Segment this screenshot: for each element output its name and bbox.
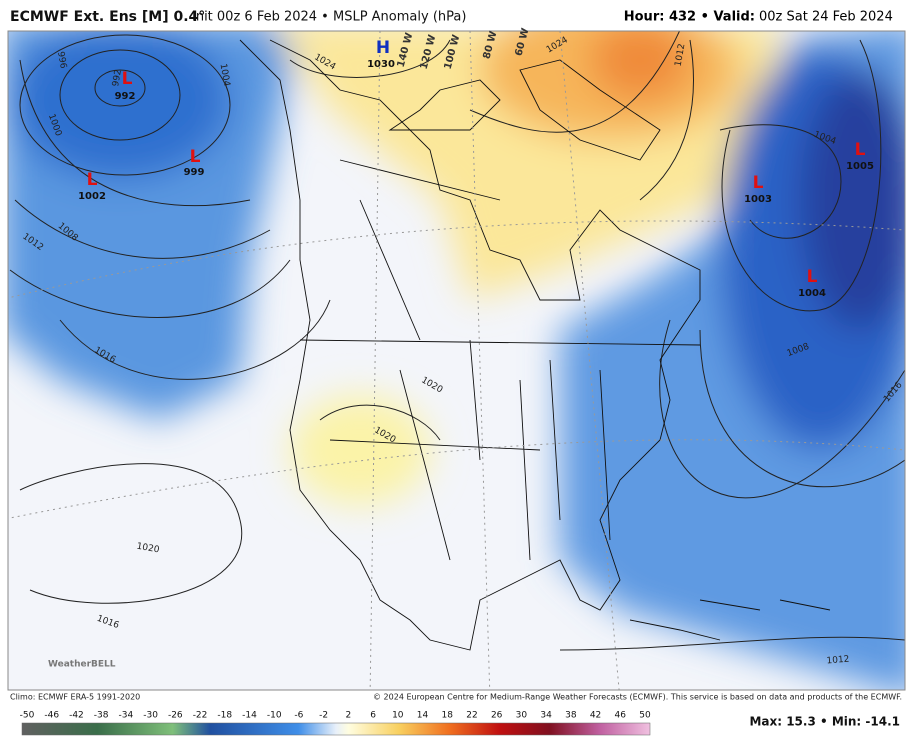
pressure-center-value: 1005 — [846, 161, 874, 172]
colorbar-tick-label: 10 — [392, 711, 404, 721]
colorbar-tick-label: 38 — [565, 711, 577, 721]
pressure-center-value: 1004 — [798, 288, 826, 299]
colorbar-tick-label: -6 — [294, 711, 303, 721]
colorbar-tick-label: -42 — [69, 711, 84, 721]
colorbar-tick-label: -38 — [94, 711, 109, 721]
map — [8, 31, 905, 690]
valid-time: 00z Sat 24 Feb 2024 — [759, 10, 893, 25]
contour-label: 1020 — [136, 542, 161, 556]
colorbar-tick-label: -34 — [119, 711, 134, 721]
colorbar-tick-label: 26 — [491, 711, 503, 721]
pressure-center-value: 1030 — [367, 59, 395, 70]
pressure-center-value: 999 — [184, 167, 205, 178]
pressure-center-letter: H — [376, 38, 390, 58]
colorbar-tick-label: 6 — [370, 711, 376, 721]
pressure-center-letter: L — [855, 140, 866, 160]
copyright: © 2024 European Centre for Medium-Range … — [373, 693, 902, 702]
colorbar-tick-label: -26 — [168, 711, 183, 721]
colorbar-tick-label: -30 — [143, 711, 158, 721]
logo: WeatherBELL — [48, 660, 116, 670]
pressure-center-value: 1003 — [744, 194, 772, 205]
stats: Max: 15.3 • Min: -14.1 — [749, 715, 900, 729]
colorbar-tick-label: -46 — [44, 711, 59, 721]
pressure-center-letter: L — [753, 173, 764, 193]
colorbar-tick-label: 2 — [345, 711, 351, 721]
colorbar-tick-label: 42 — [590, 711, 601, 721]
pressure-center-letter: L — [190, 147, 201, 167]
colorbar-tick-label: 46 — [615, 711, 627, 721]
colorbar-tick-label: 22 — [466, 711, 477, 721]
pressure-center-letter: L — [87, 170, 98, 190]
colorbar-tick-label: 34 — [540, 711, 552, 721]
colorbar-tick-label: 50 — [639, 711, 651, 721]
pressure-center-letter: L — [122, 69, 133, 89]
contour-label: 996 — [55, 51, 68, 70]
contour-label: 1004 — [218, 63, 232, 88]
climo-note: Climo: ECMWF ERA-5 1991-2020 — [10, 693, 140, 702]
subtitle: Init 00z 6 Feb 2024 • MSLP Anomaly (hPa) — [192, 10, 466, 25]
pressure-center-letter: L — [807, 267, 818, 287]
valid-label: Hour: 432 • Valid: — [624, 10, 755, 25]
map-frame — [7, 30, 906, 691]
title: ECMWF Ext. Ens [M] 0.4° — [10, 9, 205, 25]
contour-label: 1012 — [674, 43, 688, 67]
colorbar-tick-label: -50 — [20, 711, 35, 721]
colorbar-tick-label: -10 — [267, 711, 282, 721]
colorbar-tick-label: 14 — [417, 711, 429, 721]
colorbar-tick-label: -22 — [193, 711, 208, 721]
pressure-center-value: 1002 — [78, 191, 106, 202]
colorbar-tick-label: -14 — [242, 711, 257, 721]
colorbar-tick-label: 18 — [442, 711, 454, 721]
pressure-center-value: 992 — [115, 91, 136, 102]
colorbar-tick-label: -2 — [319, 711, 328, 721]
contour-label: 1012 — [826, 655, 850, 667]
colorbar — [21, 722, 651, 736]
colorbar-tick-label: -18 — [217, 711, 232, 721]
contour-label: 992 — [111, 69, 124, 88]
colorbar-tick-label: 30 — [516, 711, 528, 721]
